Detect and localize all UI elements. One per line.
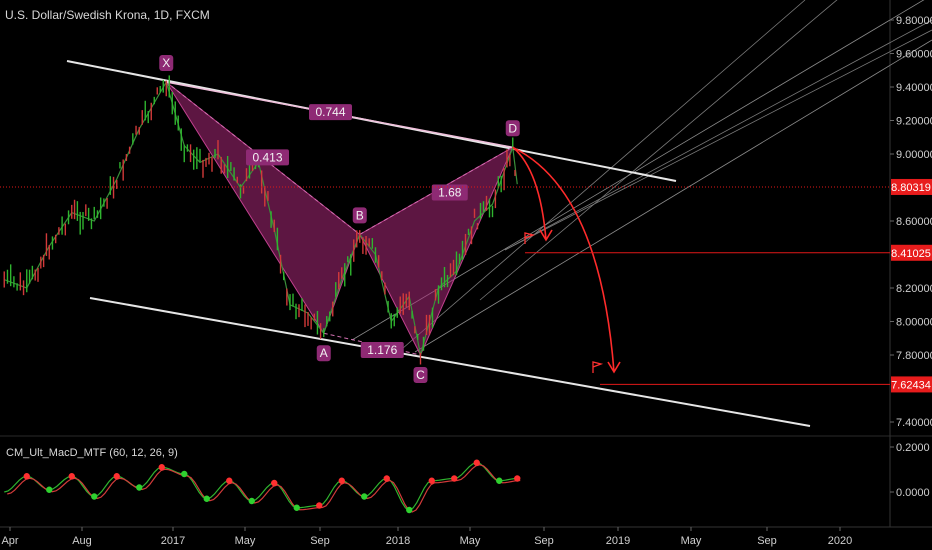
macd-indicator xyxy=(4,459,521,514)
ratio-label-box xyxy=(431,184,468,201)
time-tick-label: May xyxy=(460,535,481,547)
macd-point xyxy=(158,464,165,471)
pitchfork-ray xyxy=(414,39,932,353)
indicator-title: CM_Ult_MacD_MTF (60, 12, 26, 9) xyxy=(6,447,178,459)
time-tick-label: Sep xyxy=(534,535,554,547)
price-tick-label: 9.60000 xyxy=(896,49,932,61)
ratio-label: 1.176 xyxy=(367,343,397,357)
macd-point xyxy=(271,479,278,487)
ratio-label-box xyxy=(360,341,404,358)
point-label: D xyxy=(508,121,517,135)
price-level-label: 8.41025 xyxy=(891,248,931,260)
macd-point xyxy=(473,459,480,466)
price-level-tag xyxy=(891,244,932,261)
price-tick-label: 7.80000 xyxy=(896,350,932,362)
macd-point xyxy=(136,484,143,491)
macd-point xyxy=(23,473,30,480)
time-tick-label: 2018 xyxy=(386,535,410,547)
price-tick-label: 8.20000 xyxy=(896,283,932,295)
ratio-label: 0.413 xyxy=(252,150,282,164)
time-tick-label: 2019 xyxy=(606,535,630,547)
macd-point xyxy=(46,486,53,493)
time-tick-label: Aug xyxy=(72,535,92,547)
indicator-tick-label: 0.0000 xyxy=(896,487,930,499)
price-tick-label: 8.60000 xyxy=(896,216,932,228)
price-tick-label: 9.20000 xyxy=(896,116,932,128)
point-label-box xyxy=(505,120,520,137)
macd-point xyxy=(248,497,255,505)
time-axis: Apr Aug 2017 May Sep 2018 May Sep 2019 May Sep 2020 xyxy=(1,527,852,547)
macd-point xyxy=(428,477,435,484)
pitchfork-ray xyxy=(479,0,838,301)
macd-point xyxy=(226,477,233,484)
ratio-label: 1.68 xyxy=(438,186,462,200)
point-label: A xyxy=(320,346,328,360)
point-label-box xyxy=(316,345,331,362)
macd-point xyxy=(514,475,521,482)
price-tick-label: 7.40000 xyxy=(896,417,932,429)
pattern-ratios: 0.744 0.413 1.68 1.176 xyxy=(246,104,468,358)
point-label-box xyxy=(352,207,367,224)
projection-arrowhead xyxy=(539,229,553,242)
ratio-label-box xyxy=(246,149,289,166)
macd-point xyxy=(68,473,75,480)
indicator-axis: 0.2000 0.0000 xyxy=(890,442,930,499)
macd-point xyxy=(451,475,458,482)
projection-arrow xyxy=(512,146,615,373)
time-tick-label: Apr xyxy=(1,535,18,547)
macd-point xyxy=(496,477,503,484)
ratio-label-box xyxy=(309,104,352,121)
pitchfork-ray xyxy=(394,0,806,356)
point-label: B xyxy=(356,208,364,222)
macd-point xyxy=(406,506,413,514)
macd-point xyxy=(181,470,188,478)
macd-point xyxy=(203,495,210,502)
macd-point xyxy=(383,475,390,482)
macd-point xyxy=(293,504,300,511)
macd-point xyxy=(316,502,323,509)
macd-line xyxy=(4,462,518,511)
ratio-label: 0.744 xyxy=(315,105,345,119)
macd-point xyxy=(113,473,120,480)
time-tick-label: May xyxy=(681,535,702,547)
price-series xyxy=(3,75,518,365)
price-level-label: 7.62434 xyxy=(891,379,931,391)
price-level-tag xyxy=(891,178,932,195)
price-tick-label: 9.40000 xyxy=(896,82,932,94)
time-tick-label: Sep xyxy=(757,535,777,547)
price-level-label: 8.80319 xyxy=(891,182,931,194)
indicator-tick-label: 0.2000 xyxy=(896,442,930,454)
target-projections: 8.80319 8.41025 7.62434 xyxy=(0,146,932,393)
macd-point xyxy=(91,493,98,500)
price-axis: 9.80000 9.60000 9.40000 9.20000 9.00000 8.600… xyxy=(890,15,932,429)
time-tick-label: May xyxy=(235,535,256,547)
point-label-box xyxy=(413,367,428,383)
macd-point xyxy=(338,477,345,484)
macd-point xyxy=(361,493,368,500)
price-tick-label: 9.00000 xyxy=(896,149,932,161)
projection-arrowhead xyxy=(607,361,621,374)
time-tick-label: 2017 xyxy=(161,535,185,547)
time-tick-label: Sep xyxy=(310,535,330,547)
price-tick-label: 8.00000 xyxy=(896,317,932,329)
price-level-tag xyxy=(891,376,932,393)
channel-lower-line xyxy=(89,297,811,427)
pattern-ratio-line xyxy=(359,146,513,235)
price-tick-label: 9.80000 xyxy=(896,15,932,27)
chart-title: U.S. Dollar/Swedish Krona, 1D, FXCM xyxy=(5,8,210,22)
target-flag-icon xyxy=(524,232,536,244)
point-label: C xyxy=(416,368,425,382)
point-label: X xyxy=(162,56,170,70)
time-tick-label: 2020 xyxy=(828,535,852,547)
pattern-ratio-line xyxy=(165,81,361,235)
target-flag-icon xyxy=(592,361,604,373)
projection-arrow xyxy=(512,146,547,241)
pattern-points: X A B C D xyxy=(159,54,520,383)
pitchfork-ray xyxy=(504,19,932,251)
point-label-box xyxy=(159,54,174,71)
